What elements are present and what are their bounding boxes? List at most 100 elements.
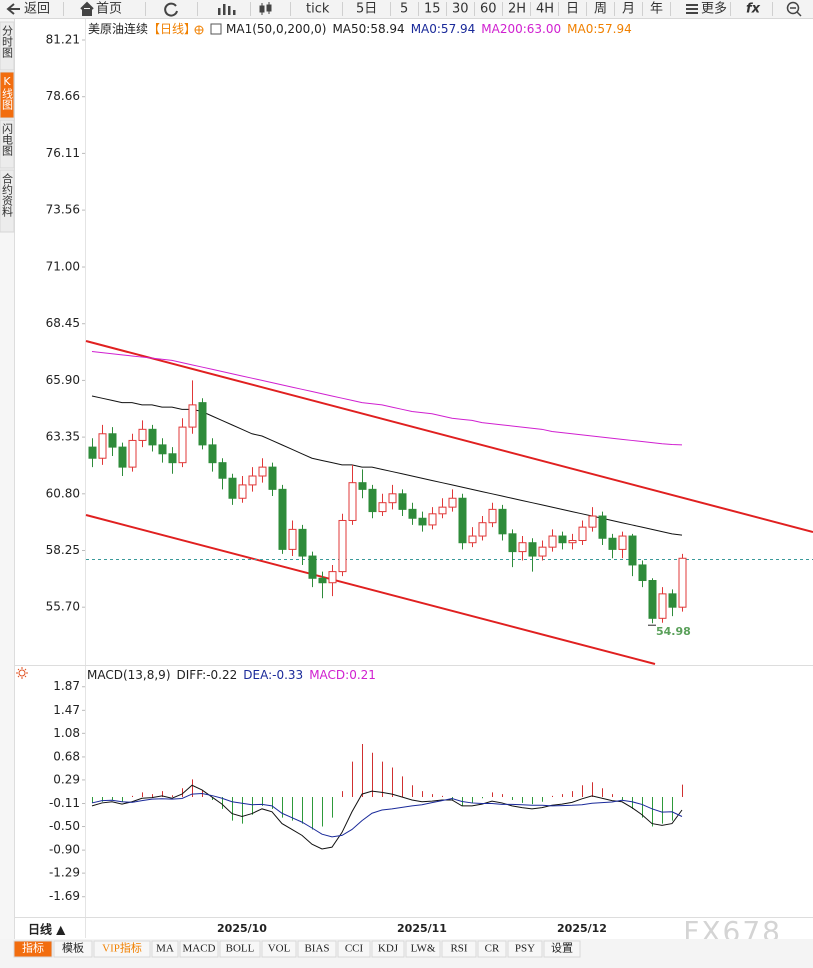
toolbar-button[interactable]: 15 [424, 2, 441, 17]
macd-settings-icon[interactable] [16, 667, 28, 679]
candle-body [218, 462, 227, 479]
candle-body [588, 515, 597, 528]
sidebar-tab-bg [0, 169, 15, 233]
y-tick-label: 1.87 [53, 679, 80, 693]
candle-body [678, 557, 687, 608]
sidebar-tab[interactable]: K线图 [1, 75, 14, 111]
legend-entry: MA1(50,0,200,0) [226, 22, 326, 36]
tab-bg [543, 940, 581, 958]
tab-bg [405, 940, 441, 958]
refresh-icon[interactable] [164, 2, 178, 17]
candle-body [298, 528, 307, 557]
tab-bg [179, 940, 219, 958]
legend-entry: DIFF:-0.22 [177, 668, 238, 682]
toolbar-button[interactable]: 5 [400, 2, 408, 17]
tab[interactable]: LW& [411, 943, 436, 955]
y-tick-label: 1.47 [53, 703, 80, 717]
tab-bg [507, 940, 543, 958]
tab[interactable]: PSY [515, 943, 535, 955]
indicator-line [91, 351, 683, 446]
toolbar-button[interactable]: 首页 [96, 2, 122, 17]
sidebar-tab[interactable]: 分时图 [1, 25, 14, 59]
tab-bg [151, 940, 179, 958]
y-tick-label: -1.69 [49, 889, 80, 903]
y-tick-label: -1.29 [49, 866, 80, 880]
trend-line-upper[interactable] [85, 340, 813, 533]
tab-items: 指标 模板 VIP指标 MA MACD BOLL VOL BIAS CCI KDJ LW& RSI CR… [13, 940, 581, 958]
toolbar-button[interactable]: tick [306, 2, 330, 17]
toolbar-button[interactable]: 更多 [701, 1, 727, 17]
candle-body [228, 477, 237, 499]
candle-body [448, 497, 457, 508]
toolbar-button[interactable]: 30 [452, 2, 469, 17]
tab-bg [337, 940, 371, 958]
legend-entry: MA0:57.94 [411, 22, 476, 36]
candle-body [108, 433, 117, 448]
tab[interactable]: MACD [182, 943, 215, 955]
toolbar-button[interactable]: 5日 [356, 2, 377, 17]
candle-body [178, 426, 187, 464]
sidebar-tab[interactable]: 合约资料 [1, 172, 14, 218]
toolbar-button[interactable]: 月 [622, 2, 635, 17]
price-header: 美原油连续【日线】 [88, 21, 196, 36]
legend-entry: DEA:-0.33 [243, 668, 303, 682]
back-icon[interactable] [6, 3, 20, 15]
candle-body [308, 555, 317, 579]
sidebar-tab[interactable]: 闪电图 [1, 122, 14, 157]
candle-body [558, 535, 567, 544]
indicator-line [91, 784, 683, 850]
candle-body [118, 446, 127, 468]
candle-icon[interactable] [259, 2, 272, 15]
y-tick-label: -0.90 [49, 843, 80, 857]
tab[interactable]: VIP指标 [102, 941, 142, 955]
candle-body [508, 533, 517, 553]
toolbar-button[interactable]: 日 [566, 2, 579, 17]
tab[interactable]: KDJ [378, 943, 399, 955]
x-tick-label: 2025/10 [217, 922, 267, 935]
y-tick-label: 68.45 [46, 316, 80, 330]
candle-body [328, 571, 337, 584]
legend-entry: MA50:58.94 [332, 22, 404, 36]
plot: 81.21 78.66 76.11 73.56 71.00 68.45 65.90 63.35… [46, 33, 691, 935]
candle-body [138, 428, 147, 441]
tab[interactable]: 指标 [22, 941, 44, 955]
tab[interactable]: MA [156, 943, 174, 955]
tab[interactable]: VOL [268, 943, 291, 955]
toolbar-button[interactable]: 2H [508, 2, 526, 17]
toolbar-button[interactable]: 4H [536, 2, 554, 17]
toolbar-button[interactable]: 年 [650, 2, 663, 17]
home-icon[interactable] [80, 1, 94, 16]
candle-body [638, 564, 647, 582]
y-tick-label: 55.70 [46, 600, 80, 614]
tab[interactable]: RSI [450, 943, 467, 955]
toolbar-button[interactable]: 返回 [24, 2, 50, 17]
tab[interactable]: 模板 [62, 941, 84, 955]
period-button[interactable]: 日线 ▲ [28, 922, 66, 937]
tab[interactable]: 设置 [551, 942, 573, 955]
macd-header: MACD(13,8,9) DIFF:-0.22 DEA:-0.33 MACD:0.21 [87, 668, 376, 682]
tab[interactable]: CR [485, 943, 500, 955]
indicator-icon[interactable] [210, 23, 222, 35]
candle-body [388, 493, 397, 504]
y-tick-label: 81.21 [46, 33, 80, 47]
toolbar-button[interactable]: 60 [480, 2, 497, 17]
menu-icon[interactable] [686, 4, 698, 14]
sidebar [0, 19, 14, 968]
candle-body [668, 593, 677, 608]
tab-bg [219, 940, 261, 958]
tab[interactable]: BOLL [226, 943, 255, 955]
instrument: 美原油连续 [88, 21, 148, 36]
y-tick-label: 63.35 [46, 430, 80, 444]
tab[interactable]: CCI [345, 943, 364, 955]
bars-icon[interactable] [218, 4, 236, 15]
candle-body [468, 535, 477, 544]
tab[interactable]: BIAS [304, 943, 329, 955]
toolbar-button[interactable]: 周 [594, 2, 607, 17]
candle-body [248, 475, 257, 486]
toolbar-button[interactable]: fx [746, 2, 761, 17]
y-tick-label: -0.11 [49, 796, 80, 810]
zoom-icon[interactable] [786, 1, 800, 15]
candle-body [568, 539, 577, 544]
trend-line-lower[interactable] [85, 514, 656, 665]
candle-body [158, 444, 167, 455]
